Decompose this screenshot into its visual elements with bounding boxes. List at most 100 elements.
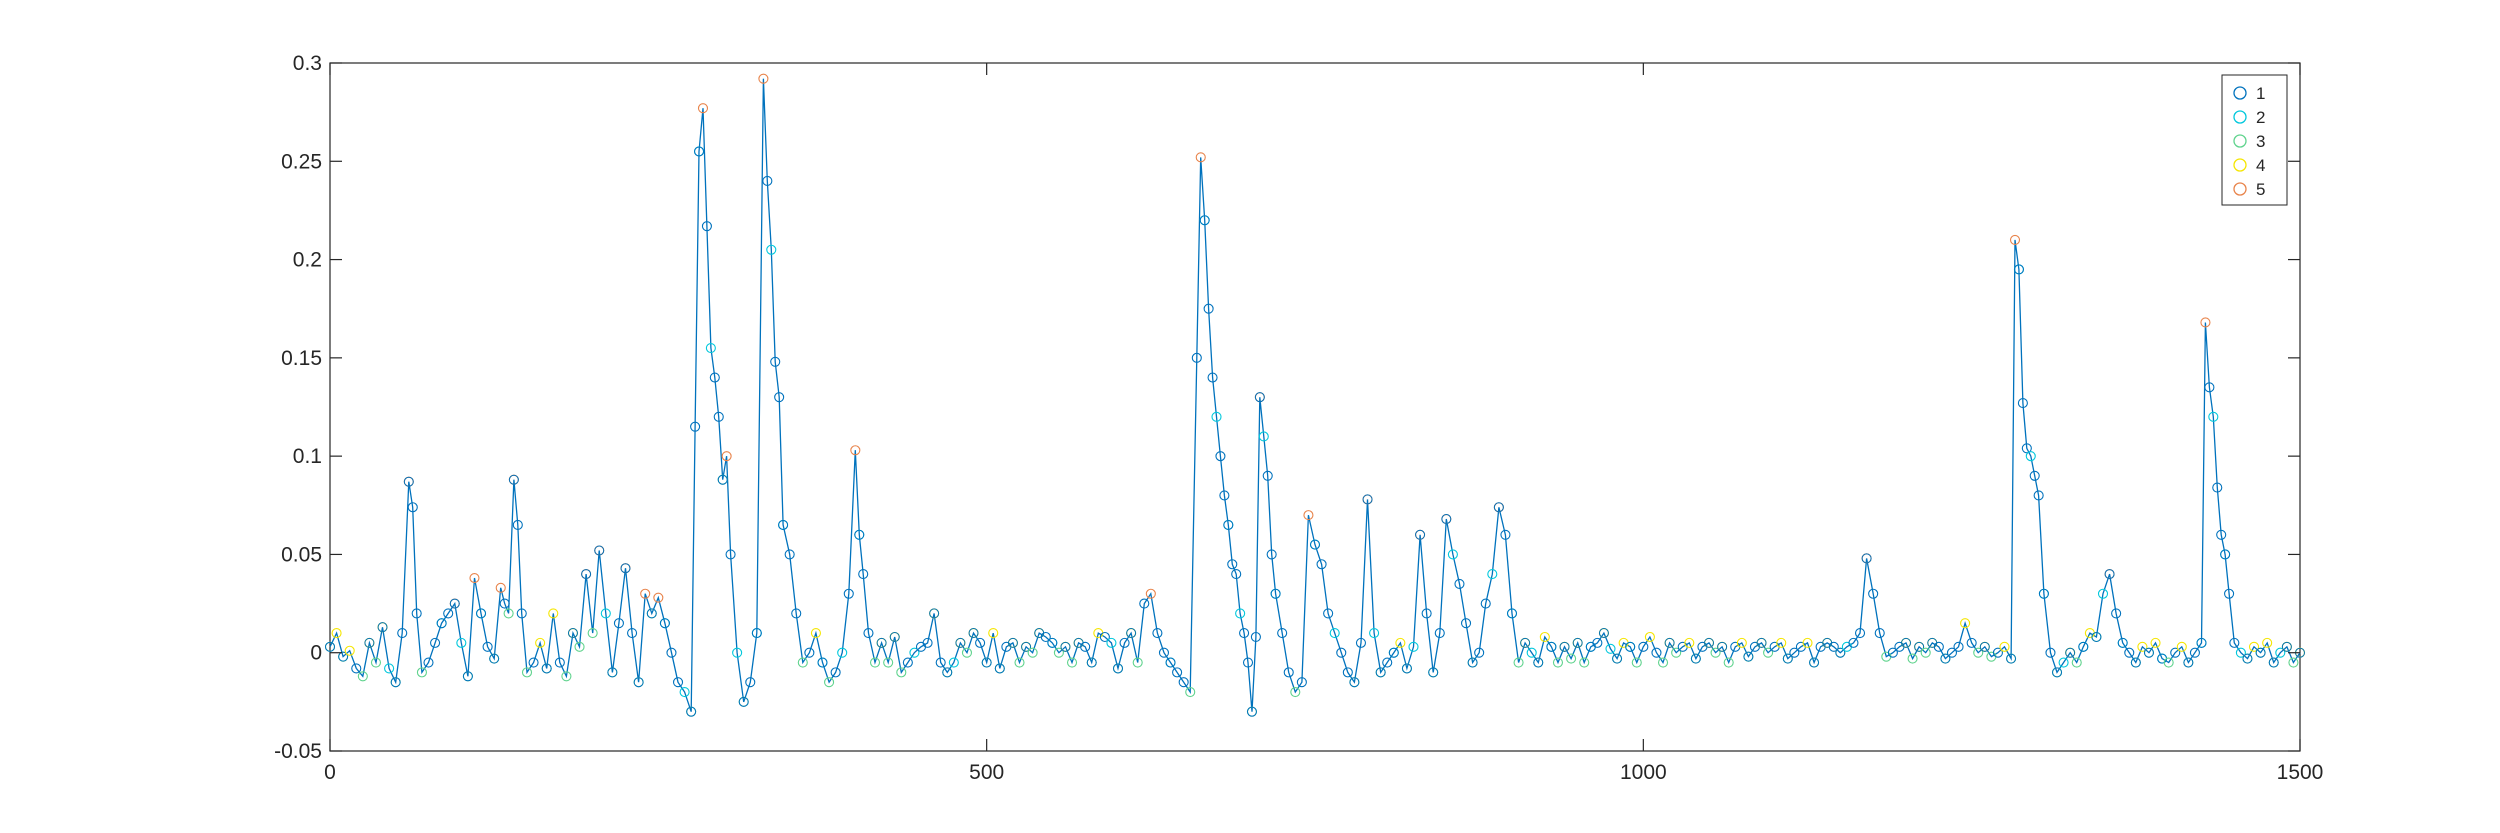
data-point-marker (1007, 637, 1018, 648)
data-point-marker (766, 244, 777, 255)
legend-marker (2233, 86, 2247, 100)
data-point-marker (690, 421, 701, 432)
data-point-marker (2204, 382, 2215, 393)
data-point-marker (2025, 451, 2036, 462)
y-tick-label: 0.15 (281, 347, 322, 370)
data-point-marker (2208, 411, 2219, 422)
data-point-marker (416, 667, 427, 678)
y-tick-label: 0.3 (293, 52, 322, 75)
data-point-marker (370, 657, 382, 668)
data-point-marker (2200, 317, 2211, 328)
data-point-marker (377, 622, 388, 633)
data-point-marker (2130, 657, 2141, 668)
data-point-marker (331, 628, 342, 639)
data-point-marker (2229, 637, 2240, 648)
data-point-marker (1388, 647, 1399, 658)
data-point-marker (482, 641, 493, 652)
data-point-marker (449, 598, 460, 609)
data-point-marker (863, 628, 874, 639)
data-point-marker (1704, 637, 1714, 648)
data-point-marker (830, 667, 841, 678)
data-point-marker (1802, 637, 1813, 648)
data-point-marker (1283, 667, 1294, 678)
data-markers (324, 73, 2306, 717)
data-point-marker (1303, 510, 1314, 521)
data-point-marker (1119, 637, 1130, 648)
data-point-marker (770, 356, 781, 367)
plot-area (324, 62, 2306, 752)
data-point-marker (607, 667, 618, 678)
data-point-marker (1454, 578, 1465, 589)
data-point-marker (2117, 637, 2128, 648)
data-point-marker (713, 411, 724, 422)
data-point-marker (1080, 641, 1091, 652)
data-point-marker (1246, 706, 1257, 717)
data-point-marker (1060, 641, 1071, 652)
data-point-marker (1966, 637, 1977, 648)
data-point-marker (2220, 549, 2231, 560)
data-point-marker (1559, 641, 1570, 652)
data-point-marker (325, 641, 335, 652)
data-point-marker (640, 588, 651, 599)
data-point-marker (1203, 303, 1214, 314)
data-point-marker (1254, 392, 1265, 403)
data-point-marker (594, 545, 605, 556)
data-point-marker (574, 641, 585, 652)
data-point-marker (1219, 490, 1230, 501)
data-point-marker (1474, 647, 1485, 658)
data-point-marker (1434, 628, 1445, 639)
data-point-marker (489, 653, 500, 664)
legend-box (2221, 74, 2288, 206)
data-point-marker (876, 637, 887, 648)
data-point-marker (1960, 618, 1971, 629)
data-point-marker (2242, 653, 2253, 664)
data-point-marker (1235, 608, 1246, 619)
data-point-marker (469, 572, 480, 584)
y-tick-label: 0 (310, 642, 322, 665)
data-point-marker (659, 618, 670, 629)
data-point-marker (456, 637, 467, 648)
data-point-marker (922, 637, 933, 648)
data-point-marker (1763, 647, 1774, 658)
data-point-marker (1207, 372, 1218, 383)
data-point-marker (1158, 647, 1170, 658)
legend-marker (2233, 134, 2247, 148)
data-point-marker (1014, 657, 1025, 668)
y-axis: -0.05 0 0.05 0.1 0.15 0.2 0.25 0.3 (274, 52, 2300, 763)
data-point-marker (1296, 677, 1307, 688)
data-point-marker (1027, 647, 1038, 658)
data-point-marker (791, 608, 802, 619)
data-point-marker (1848, 637, 1859, 648)
data-point-marker (694, 146, 705, 157)
data-point-marker (1684, 637, 1695, 648)
data-point-marker (1644, 631, 1655, 643)
data-point-marker (1066, 657, 1078, 668)
data-point-marker (535, 637, 546, 648)
data-point-marker (843, 588, 854, 599)
data-point-marker (1743, 651, 1754, 662)
data-point-marker (1612, 653, 1623, 664)
data-point-marker (705, 342, 716, 354)
data-point-marker (423, 657, 434, 668)
data-point-marker (902, 657, 913, 668)
data-point-marker (1690, 653, 1701, 664)
data-point-marker (2111, 608, 2122, 619)
data-point-marker (1277, 628, 1288, 639)
legend-marker (2233, 182, 2247, 196)
data-point-marker (1290, 686, 1301, 698)
data-point-marker (1047, 637, 1058, 648)
data-point-marker (1572, 637, 1583, 648)
data-point-marker (1106, 637, 1117, 648)
data-point-marker (1592, 637, 1603, 648)
data-point-marker (627, 628, 638, 639)
data-point-marker (1901, 637, 1911, 648)
legend-label: 5 (2256, 180, 2265, 199)
data-point-marker (1382, 657, 1393, 668)
data-point-marker (2078, 641, 2089, 652)
data-point-marker (2009, 234, 2021, 245)
legend-label: 3 (2256, 132, 2265, 151)
data-point-marker (2176, 641, 2187, 652)
data-point-marker (1362, 494, 1373, 505)
data-point-marker (2163, 657, 2174, 668)
data-point-marker (1178, 677, 1189, 688)
